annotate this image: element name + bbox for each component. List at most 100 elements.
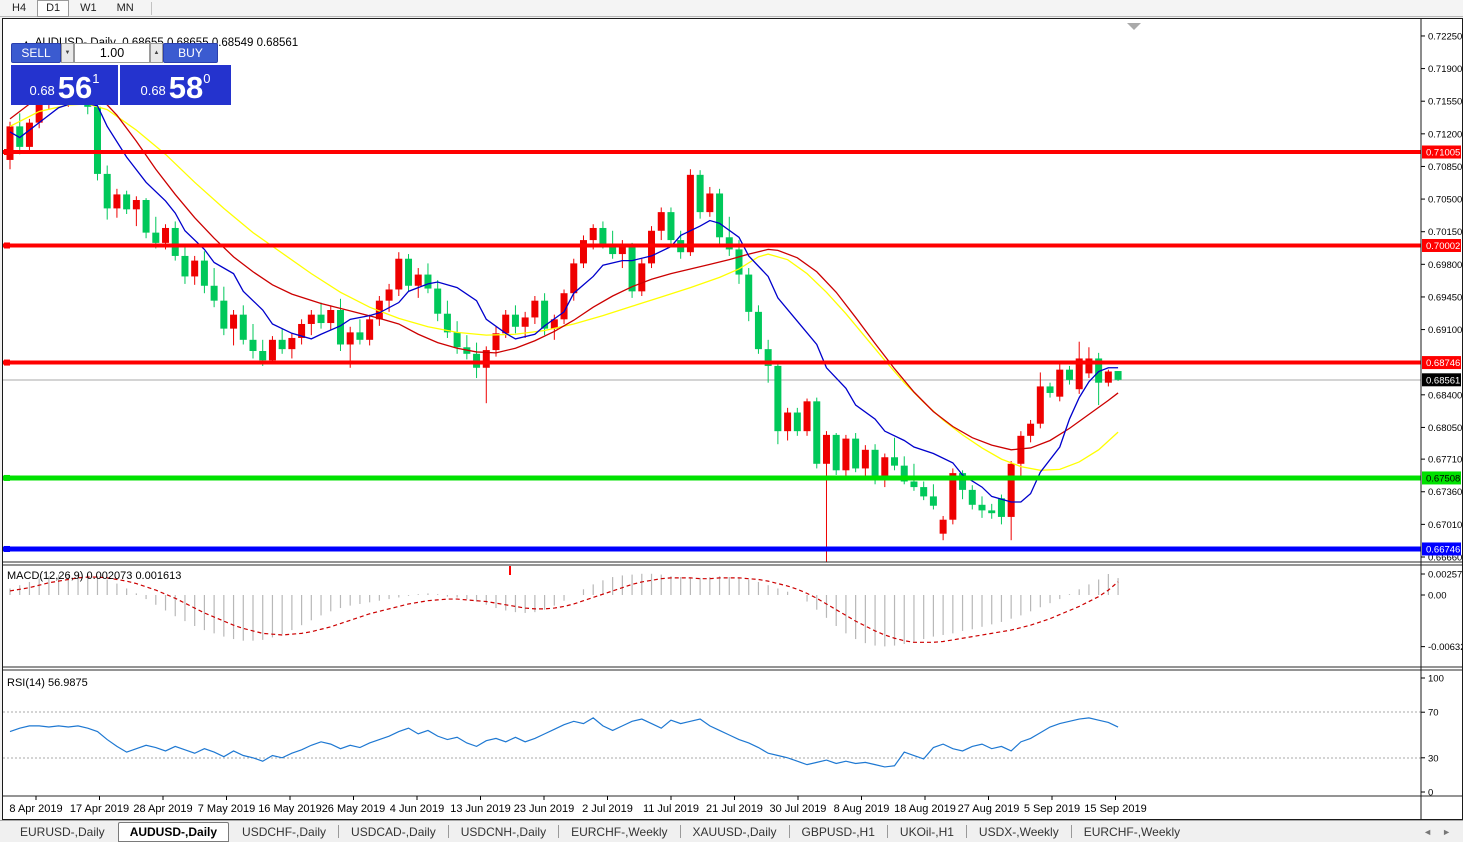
chevron-down-icon: ▼ xyxy=(64,50,71,56)
svg-text:18 Aug 2019: 18 Aug 2019 xyxy=(894,803,956,815)
ma-mid-line xyxy=(9,87,1119,451)
chart-tab-eurchf-weekly[interactable]: EURCHF-,Weekly xyxy=(1083,824,1181,839)
svg-text:100: 100 xyxy=(1428,674,1444,685)
tab-separator xyxy=(679,825,681,838)
buy-price-box[interactable]: 0.68 58 0 xyxy=(120,65,231,105)
svg-text:0.68400: 0.68400 xyxy=(1428,390,1462,401)
tab-separator xyxy=(1070,825,1072,838)
svg-text:0.70002: 0.70002 xyxy=(1426,241,1460,252)
ohlc-close: 0.68561 xyxy=(256,37,299,49)
svg-text:4 Jun 2019: 4 Jun 2019 xyxy=(390,803,444,815)
tab-separator xyxy=(447,825,449,838)
level-lines[interactable] xyxy=(3,149,1421,552)
svg-text:8 Apr 2019: 8 Apr 2019 xyxy=(9,803,62,815)
sell-price-pipette: 1 xyxy=(92,71,100,86)
svg-text:0.002574: 0.002574 xyxy=(1428,569,1462,580)
sell-price-box[interactable]: 0.68 56 1 xyxy=(11,65,118,105)
chart-tabbar: EURUSD-,Daily AUDUSD-,Daily USDCHF-,Daily U… xyxy=(0,820,1463,842)
svg-text:0.70500: 0.70500 xyxy=(1428,195,1462,206)
svg-text:26 May 2019: 26 May 2019 xyxy=(322,803,386,815)
chart-tab-gbpusd-h1[interactable]: GBPUSD-,H1 xyxy=(801,824,875,839)
svg-text:0.66746: 0.66746 xyxy=(1426,544,1460,555)
scroll-to-end-icon[interactable] xyxy=(1127,23,1141,30)
buy-button[interactable]: BUY xyxy=(163,43,218,63)
svg-text:0.68050: 0.68050 xyxy=(1428,423,1462,434)
svg-text:21 Jul 2019: 21 Jul 2019 xyxy=(706,803,763,815)
candles-layer[interactable] xyxy=(6,78,1122,562)
toolbar-divider xyxy=(150,1,152,15)
svg-text:30 Jul 2019: 30 Jul 2019 xyxy=(770,803,827,815)
chart-tab-usdcad-daily[interactable]: USDCAD-,Daily xyxy=(351,824,436,839)
tab-scroll-left-icon[interactable]: ◄ xyxy=(1423,826,1433,837)
chart-tab-xauusd-daily[interactable]: XAUUSD-,Daily xyxy=(692,824,777,839)
chart-window: 0.72250 0.71900 0.71550 0.71200 0.70850 0.705… xyxy=(2,18,1463,820)
timeframe-button-mn[interactable]: MN xyxy=(116,2,134,14)
tab-scroll-right-icon[interactable]: ► xyxy=(1442,826,1451,837)
level-badge-0.68746: 0.68746 xyxy=(1422,356,1461,370)
tab-separator xyxy=(965,825,967,838)
sell-price-pips: 56 xyxy=(57,70,93,105)
timeframe-button-h4[interactable]: H4 xyxy=(12,2,27,14)
svg-text:-0.006326: -0.006326 xyxy=(1428,642,1462,653)
svg-text:11 Jul 2019: 11 Jul 2019 xyxy=(643,803,699,815)
svg-text:0.70850: 0.70850 xyxy=(1428,162,1462,173)
rsi-label: RSI(14) 56.9875 xyxy=(7,677,88,689)
current-price-badge: 0.68561 xyxy=(1422,373,1461,387)
svg-text:0.67508: 0.67508 xyxy=(1426,473,1460,484)
level-badge-0.70002: 0.70002 xyxy=(1422,238,1461,252)
svg-text:23 Jun 2019: 23 Jun 2019 xyxy=(514,803,575,815)
svg-text:0.71005: 0.71005 xyxy=(1426,148,1460,159)
timeframe-button-d1[interactable]: D1 xyxy=(37,0,70,17)
svg-text:17 Apr 2019: 17 Apr 2019 xyxy=(70,803,129,815)
level-badge-0.71005: 0.71005 xyxy=(1422,145,1461,159)
svg-text:7 May 2019: 7 May 2019 xyxy=(198,803,255,815)
timeframe-buttons: H4 D1 W1 MN xyxy=(3,0,143,17)
chart-tab-usdcnh-daily[interactable]: USDCNH-,Daily xyxy=(460,824,547,839)
svg-text:0.67360: 0.67360 xyxy=(1428,487,1462,498)
volume-increase-button[interactable]: ▲ xyxy=(150,43,163,63)
svg-text:15 Sep 2019: 15 Sep 2019 xyxy=(1084,803,1146,815)
chart-tab-ukoil-h1[interactable]: UKOil-,H1 xyxy=(899,824,954,839)
svg-text:0.67710: 0.67710 xyxy=(1428,455,1462,466)
level-badge-0.66746: 0.66746 xyxy=(1422,542,1461,556)
buy-price-prefix: 0.68 xyxy=(140,83,166,98)
buy-price-pips: 58 xyxy=(168,70,204,105)
svg-text:8 Aug 2019: 8 Aug 2019 xyxy=(834,803,890,815)
macd-histogram xyxy=(9,573,1119,647)
svg-text:0.66660: 0.66660 xyxy=(1428,552,1462,563)
svg-text:0.00: 0.00 xyxy=(1428,591,1447,602)
volume-input[interactable]: 1.00 xyxy=(74,43,150,63)
svg-text:0.71900: 0.71900 xyxy=(1428,64,1462,75)
timeframe-toolbar: H4 D1 W1 MN xyxy=(0,0,1463,17)
chart-tab-eurchf-weekly[interactable]: EURCHF-,Weekly xyxy=(571,824,668,839)
sell-price-prefix: 0.68 xyxy=(29,83,55,98)
tab-scroll-controls: ◄ ► xyxy=(1423,827,1451,837)
svg-text:13 Jun 2019: 13 Jun 2019 xyxy=(450,803,511,815)
ma-slow-line xyxy=(9,103,1119,471)
rsi-line xyxy=(9,717,1119,768)
volume-decrease-button[interactable]: ▼ xyxy=(61,43,74,63)
svg-text:0.69800: 0.69800 xyxy=(1428,260,1462,271)
sell-button[interactable]: SELL xyxy=(11,43,61,63)
chart-tab-usdchf-daily[interactable]: USDCHF-,Daily xyxy=(242,824,327,839)
svg-text:0: 0 xyxy=(1428,788,1433,799)
svg-text:27 Aug 2019: 27 Aug 2019 xyxy=(958,803,1020,815)
date-axis[interactable]: 8 Apr 2019 17 Apr 2019 28 Apr 2019 7 May 20… xyxy=(9,796,1147,815)
price-chart[interactable]: 0.72250 0.71900 0.71550 0.71200 0.70850 0.705… xyxy=(3,19,1462,819)
svg-text:0.71200: 0.71200 xyxy=(1428,129,1462,140)
svg-text:0.70150: 0.70150 xyxy=(1428,227,1462,238)
svg-text:28 Apr 2019: 28 Apr 2019 xyxy=(133,803,192,815)
ohlc-low: 0.68549 xyxy=(211,37,254,49)
svg-text:0.71550: 0.71550 xyxy=(1428,97,1462,108)
timeframe-button-w1[interactable]: W1 xyxy=(80,2,97,14)
level-badge-0.67508: 0.67508 xyxy=(1422,471,1461,485)
one-click-trade-panel: SELL ▼ 1.00 ▲ BUY 0.68 56 1 0.68 58 0 xyxy=(11,43,231,105)
chart-tab-usdx-weekly[interactable]: USDX-,Weekly xyxy=(978,824,1059,839)
chart-tab-eurusd-daily[interactable]: EURUSD-,Daily xyxy=(20,824,105,839)
tab-separator xyxy=(788,825,790,838)
svg-text:0.67010: 0.67010 xyxy=(1428,520,1462,531)
chart-tab-audusd-daily[interactable]: AUDUSD-,Daily xyxy=(117,821,230,842)
buy-price-pipette: 0 xyxy=(203,71,211,86)
svg-text:16 May 2019: 16 May 2019 xyxy=(258,803,322,815)
tab-separator xyxy=(558,825,560,838)
